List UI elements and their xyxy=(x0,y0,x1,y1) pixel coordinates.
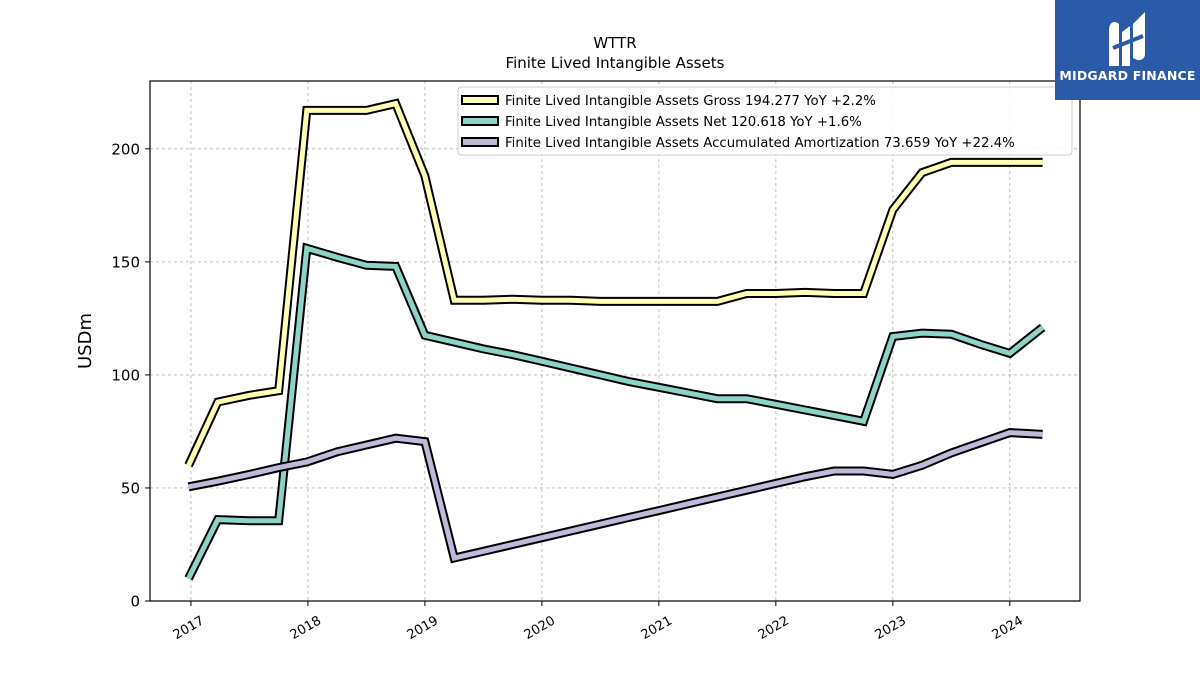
y-tick-label: 100 xyxy=(111,366,140,384)
legend-swatch xyxy=(461,137,499,147)
series-line-outline xyxy=(184,98,1043,468)
y-tick-label: 50 xyxy=(121,479,140,497)
legend-swatch xyxy=(461,95,499,105)
legend-label: Finite Lived Intangible Assets Accumulat… xyxy=(505,136,1015,151)
x-tick-label: 2019 xyxy=(405,613,441,643)
y-tick-label: 150 xyxy=(111,253,140,271)
x-tick-label: 2020 xyxy=(522,613,558,643)
chart-title: WTTR xyxy=(593,34,636,52)
legend: Finite Lived Intangible Assets Gross 194… xyxy=(457,86,1073,156)
x-tick-label: 2022 xyxy=(756,613,792,643)
legend-box xyxy=(457,86,1073,156)
series-line xyxy=(186,245,1045,580)
series-lines xyxy=(184,98,1046,581)
x-tick-label: 2017 xyxy=(171,613,207,643)
legend-label: Finite Lived Intangible Assets Net 120.6… xyxy=(505,115,862,130)
plot-frame xyxy=(149,80,1081,602)
x-tick-label: 2023 xyxy=(873,613,909,643)
y-tick-label: 0 xyxy=(130,593,140,611)
legend-label: Finite Lived Intangible Assets Gross 194… xyxy=(505,94,876,109)
midgard-logo-icon xyxy=(1109,12,1145,66)
x-tick-label: 2024 xyxy=(990,613,1026,643)
y-tick-label: 200 xyxy=(111,140,140,158)
brand-name: MIDGARD FINANCE xyxy=(1059,68,1196,83)
series-line xyxy=(186,100,1043,467)
series-line xyxy=(188,430,1043,561)
legend-swatch xyxy=(461,116,499,126)
y-axis-label: USDm xyxy=(75,313,96,369)
series-line-outline xyxy=(187,428,1043,564)
brand-logo: MIDGARD FINANCE xyxy=(1055,0,1200,100)
x-tick-label: 2021 xyxy=(639,613,675,643)
chart-subtitle: Finite Lived Intangible Assets xyxy=(506,54,725,72)
x-tick-label: 2018 xyxy=(288,613,324,643)
